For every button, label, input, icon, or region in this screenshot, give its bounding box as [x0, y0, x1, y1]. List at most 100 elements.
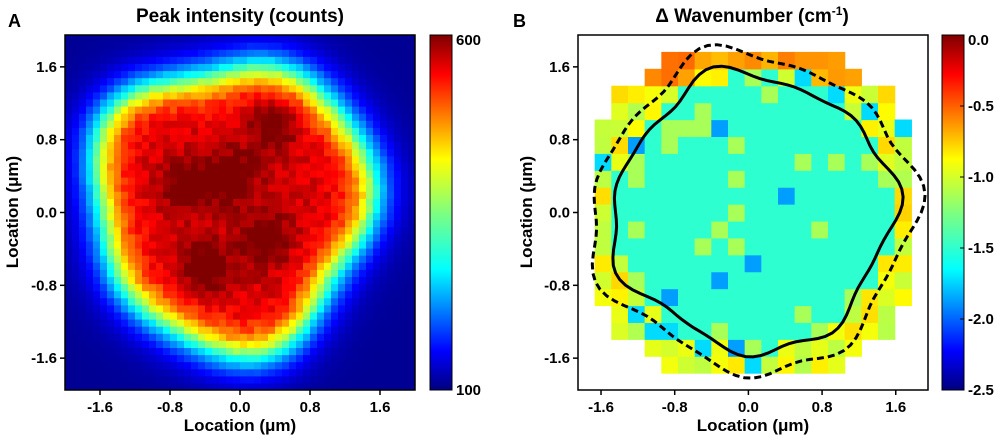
panel-a-heat-cell	[79, 141, 87, 150]
panel-a-heat-cell	[226, 77, 234, 86]
panel-a-heat-cell	[233, 184, 241, 192]
panel-a-heat-cell	[107, 212, 115, 221]
panel-a-heat-cell	[100, 354, 108, 363]
panel-b-x-tick-label: -0.8	[662, 399, 688, 416]
panel-a-heat-cell	[373, 240, 381, 249]
panel-a-heat-cell	[408, 120, 415, 128]
panel-b-heat-cell	[744, 271, 762, 290]
panel-a-heat-cell	[352, 375, 360, 384]
panel-a-heat-cell	[72, 255, 80, 263]
panel-a-heat-cell	[156, 248, 164, 256]
panel-a-heat-cell	[254, 219, 262, 228]
panel-a-heat-cell	[65, 42, 73, 50]
panel-a-heat-cell	[149, 35, 157, 43]
panel-a-heat-cell	[72, 177, 80, 185]
panel-a-y-tick-label: 1.6	[36, 59, 57, 76]
panel-a-heat-cell	[100, 42, 108, 50]
panel-a-heat-cell	[79, 262, 87, 270]
panel-a-heat-cell	[142, 184, 150, 192]
panel-a-heat-cell	[289, 98, 297, 107]
panel-a-heat-cell	[149, 162, 157, 171]
panel-a-heat-cell	[366, 84, 374, 93]
panel-a-heat-cell	[65, 368, 73, 377]
panel-a-heat-cell	[205, 283, 213, 292]
panel-a-heat-cell	[352, 212, 360, 221]
panel-a-heat-cell	[331, 276, 339, 285]
panel-a-heat-cell	[100, 319, 108, 327]
panel-a-heat-cell	[310, 276, 318, 285]
panel-a-heat-cell	[261, 340, 269, 348]
panel-a-heat-cell	[100, 35, 108, 43]
panel-a-heat-cell	[254, 177, 262, 185]
panel-a-heat-cell	[310, 49, 318, 57]
panel-a-heat-cell	[401, 56, 409, 64]
panel-a-heat-cell	[303, 233, 311, 242]
panel-a-heat-cell	[100, 255, 108, 263]
panel-a-heat-cell	[352, 297, 360, 306]
panel-a-heat-cell	[163, 240, 171, 249]
panel-a-heat-cell	[100, 269, 108, 277]
panel-b-heat-cell	[794, 153, 812, 171]
panel-a-y-tick-label: 0.8	[36, 132, 57, 149]
panel-a-heat-cell	[247, 106, 255, 114]
panel-a-heat-cell	[359, 326, 367, 334]
panel-a-heat-cell	[303, 226, 311, 235]
panel-a-heat-cell	[394, 148, 402, 157]
panel-a-heat-cell	[233, 191, 241, 199]
panel-a-heat-cell	[268, 84, 276, 93]
panel-a-heat-cell	[366, 276, 374, 285]
panel-a-heat-cell	[261, 319, 269, 327]
panel-a-heat-cell	[394, 354, 402, 363]
panel-a-heat-cell	[107, 191, 115, 199]
panel-a-heat-cell	[86, 276, 94, 285]
panel-a-heat-cell	[366, 361, 374, 370]
panel-a-heat-cell	[387, 212, 395, 221]
panel-a-heat-cell	[233, 219, 241, 228]
panel-a-heat-cell	[72, 354, 80, 363]
panel-a-heat-cell	[205, 120, 213, 128]
panel-a-heat-cell	[352, 311, 360, 320]
panel-a-heat-cell	[177, 120, 185, 128]
panel-a-heat-cell	[240, 177, 248, 185]
panel-a-heat-cell	[275, 120, 283, 128]
panel-b-heat-cell	[661, 322, 679, 340]
panel-a-heat-cell	[303, 35, 311, 43]
panel-b-heat-cell	[694, 51, 712, 70]
panel-a-heat-cell	[72, 326, 80, 334]
panel-a-heat-cell	[135, 375, 143, 384]
panel-a-heat-cell	[170, 56, 178, 64]
panel-a-heat-cell	[324, 347, 332, 356]
panel-b-heat-cell	[828, 119, 846, 138]
panel-a-heat-cell	[184, 248, 192, 256]
panel-a-heat-cell	[72, 127, 80, 135]
panel-a-heat-cell	[366, 42, 374, 50]
panel-a-heat-cell	[149, 226, 157, 235]
panel-a-heat-cell	[198, 212, 206, 221]
panel-a-heat-cell	[366, 56, 374, 64]
panel-a-heat-cell	[275, 319, 283, 327]
panel-a-heat-cell	[324, 290, 332, 299]
panel-b-heat-cell	[744, 339, 762, 357]
panel-a-heat-cell	[289, 361, 297, 370]
panel-a-heat-cell	[86, 91, 94, 100]
panel-a-heat-cell	[408, 177, 415, 185]
panel-a-heat-cell	[121, 169, 129, 178]
panel-a-heat-cell	[317, 240, 325, 249]
panel-b-heat-cell	[628, 102, 646, 121]
panel-a-heat-cell	[310, 262, 318, 270]
panel-a-heat-cell	[331, 304, 339, 313]
panel-a-heat-cell	[65, 255, 73, 263]
panel-a-heat-cell	[219, 113, 227, 121]
panel-a-heat-cell	[219, 169, 227, 178]
panel-a-heat-cell	[72, 70, 80, 79]
panel-b-heat-cell	[694, 237, 712, 256]
panel-a-heat-cell	[79, 134, 87, 143]
panel-a-heat-cell	[86, 162, 94, 171]
panel-a-heat-cell	[324, 240, 332, 249]
panel-b-heat-cell	[744, 288, 762, 307]
panel-a-heat-cell	[128, 340, 136, 348]
panel-a-heat-cell	[247, 162, 255, 171]
panel-a-heat-cell	[317, 368, 325, 377]
panel-a-heat-cell	[128, 262, 136, 270]
panel-a-heat-cell	[387, 304, 395, 313]
